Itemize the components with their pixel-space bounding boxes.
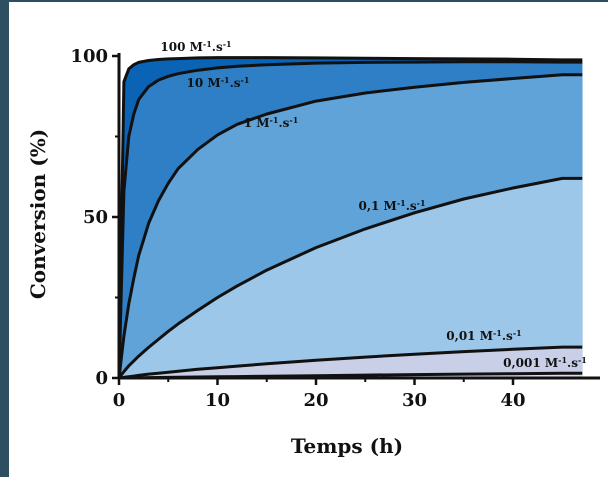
curve-0-01-m-s: [119, 345, 583, 380]
curve-label-0-01-m-s: 0,01 M-1.s-1: [446, 328, 521, 343]
area-0-1-m-s: [119, 178, 583, 378]
curve-label-0-1-m-s: 0,1 M-1.s-1: [358, 198, 425, 213]
y-tick-label-50: 50: [83, 207, 108, 228]
x-tick-label-10: 10: [205, 390, 230, 411]
area-0-01-m-s: [119, 347, 583, 378]
curve-label-100-m-s: 100 M-1.s-1: [160, 39, 231, 54]
curve-10-m-s: [119, 60, 583, 379]
x-tick-label-40: 40: [500, 390, 525, 411]
curve-100-m-s: [119, 56, 583, 379]
y-tick-label-0: 0: [95, 368, 108, 389]
curve-label-layer: 100 M-1.s-1 10 M-1.s-1 1 M-1.s-1 0,1 M-1.s-…: [160, 39, 587, 370]
curve-label-0-001-m-s: 0,001 M-1.s-1: [503, 355, 587, 370]
curve-1-m-s: [119, 73, 583, 379]
axes: 0 10 20 30 40 0 50 100: [70, 46, 600, 411]
x-tick-label-0: 0: [113, 390, 126, 411]
y-axis-title: Conversion (%): [26, 129, 50, 299]
curve-label-10-m-s: 10 M-1.s-1: [187, 75, 250, 90]
curve-label-1-m-s: 1 M-1.s-1: [244, 115, 299, 130]
y-tick-label-100: 100: [70, 46, 108, 67]
x-tick-label-30: 30: [402, 390, 427, 411]
x-tick-label-20: 20: [303, 390, 328, 411]
x-axis-title: Temps (h): [291, 434, 403, 458]
curve-0-1-m-s: [119, 176, 583, 379]
